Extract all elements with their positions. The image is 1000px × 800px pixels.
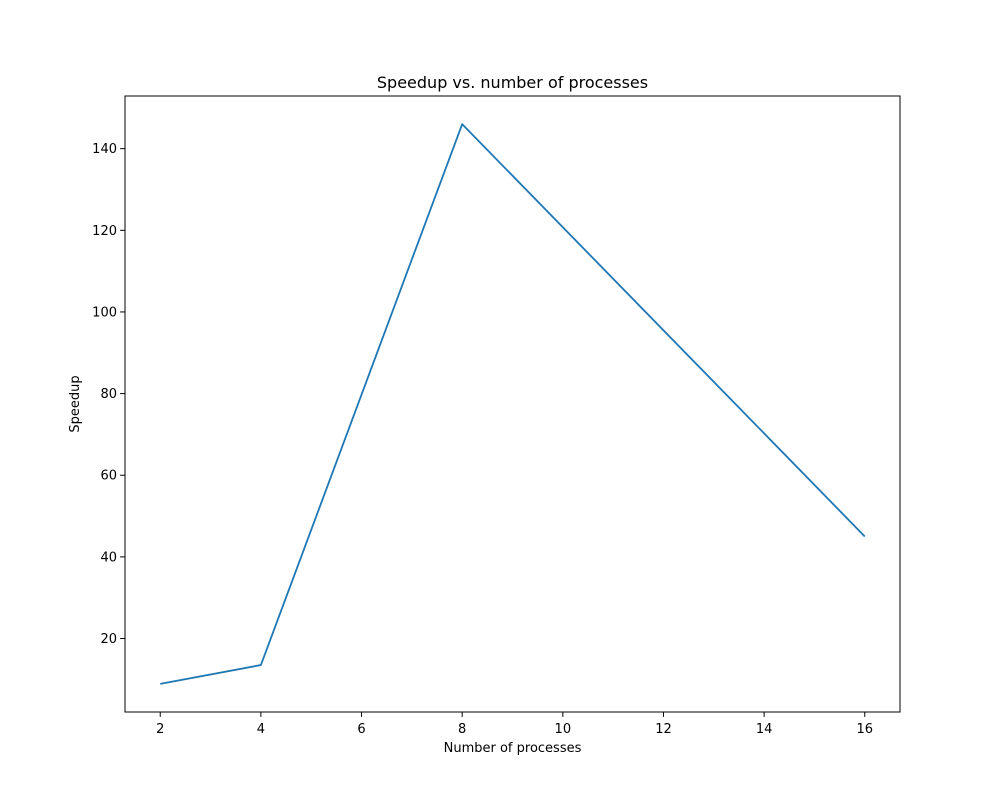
axes-frame — [124, 95, 901, 713]
y-axis: 20 40 60 80 100 120 140 — [92, 142, 125, 647]
chart-title: Speedup vs. number of processes — [377, 73, 648, 92]
x-axis: 2 4 6 8 10 12 14 16 — [156, 712, 873, 737]
x-tick-label: 6 — [357, 722, 365, 737]
y-tick-label: 40 — [100, 550, 117, 565]
x-tick-label: 10 — [555, 722, 572, 737]
series-line — [160, 123, 866, 685]
y-tick-label: 60 — [100, 469, 117, 484]
x-tick-label: 14 — [756, 722, 773, 737]
x-tick-label: 8 — [458, 722, 466, 737]
y-tick-label: 140 — [92, 142, 117, 157]
y-tick-label: 20 — [100, 632, 117, 647]
y-tick-label: 80 — [100, 387, 117, 402]
x-axis-label: Number of processes — [444, 741, 582, 756]
y-axis-label: Speedup — [68, 375, 83, 432]
x-tick-label: 4 — [257, 722, 265, 737]
x-tick-label: 12 — [655, 722, 672, 737]
plot-area — [160, 123, 866, 685]
y-tick-label: 120 — [92, 224, 117, 239]
x-tick-label: 2 — [156, 722, 164, 737]
x-tick-label: 16 — [856, 722, 873, 737]
y-tick-label: 100 — [92, 305, 117, 320]
